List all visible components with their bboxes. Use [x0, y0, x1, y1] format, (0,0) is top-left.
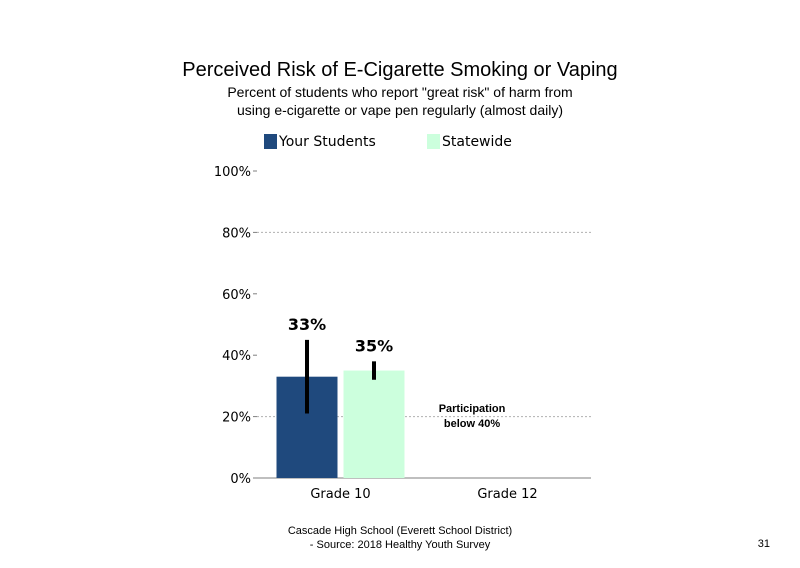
y-tick-label: 60% [222, 288, 251, 303]
x-tick-label: Grade 10 [310, 487, 370, 502]
y-tick-label: 0% [230, 472, 251, 487]
annotation-participation-line-2: below 40% [444, 418, 500, 430]
bar-statewide [343, 370, 405, 478]
annotation-participation-line-1: Participation [439, 403, 506, 415]
legend-swatch-statewide [427, 134, 440, 149]
footer-line-1: Cascade High School (Everett School Dist… [287, 525, 513, 537]
subtitle-line-1: Percent of students who report "great ri… [227, 84, 573, 100]
chart-subtitle: Percent of students who report "great ri… [0, 83, 800, 119]
y-tick-label: 20% [222, 411, 251, 426]
subtitle-line-2: using e-cigarette or vape pen regularly … [236, 102, 564, 118]
x-tick-label: Grade 12 [477, 487, 537, 502]
y-tick-label: 40% [222, 349, 251, 364]
page-number: 31 [757, 538, 770, 550]
legend-label-statewide: Statewide [442, 134, 512, 150]
legend-swatch-your-students [264, 134, 277, 149]
chart-title: Perceived Risk of E-Cigarette Smoking or… [182, 59, 618, 81]
footer-line-2: - Source: 2018 Healthy Youth Survey [309, 539, 491, 551]
y-tick-label: 100% [214, 165, 251, 180]
data-label: 35% [355, 336, 393, 355]
legend-label-your-students: Your Students [279, 134, 376, 150]
y-tick-label: 80% [222, 226, 251, 241]
data-label: 33% [288, 315, 326, 334]
footer-source: Cascade High School (Everett School Dist… [270, 524, 530, 552]
